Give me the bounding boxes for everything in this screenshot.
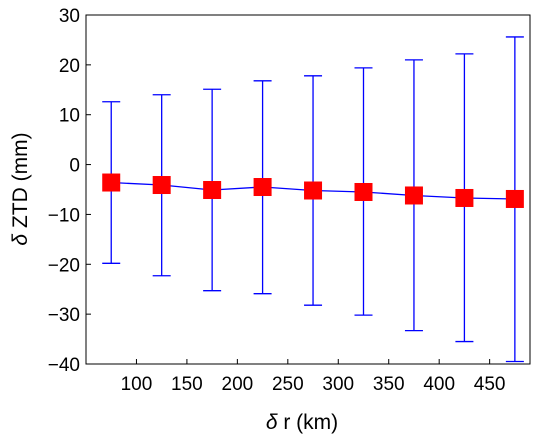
mean-marker — [102, 173, 121, 192]
y-tick-label: −20 — [48, 255, 80, 276]
y-tick-label: −40 — [48, 355, 80, 376]
y-axis-ticks: −40 −30 −20 −10 0 10 20 30 — [48, 6, 91, 376]
mean-marker — [354, 182, 373, 201]
y-axis-label-symbol: δ — [9, 234, 32, 246]
y-tick-label: 20 — [59, 56, 80, 77]
mean-marker — [203, 180, 222, 199]
x-tick-label: 450 — [474, 374, 506, 395]
y-tick-label: −10 — [48, 205, 80, 226]
mean-marker — [304, 181, 323, 200]
x-axis-label-text: r (km) — [278, 411, 339, 434]
y-axis-label: δ ZTD (mm) — [9, 132, 32, 245]
x-axis-label: δ r (km) — [266, 411, 338, 434]
mean-marker — [253, 178, 272, 197]
mean-marker — [455, 188, 474, 207]
y-tick-label: 0 — [69, 156, 80, 177]
mean-marker — [404, 186, 423, 205]
y-axis-label-text: ZTD (mm) — [9, 132, 32, 233]
y-tick-label: −30 — [48, 305, 80, 326]
x-tick-label: 200 — [222, 374, 254, 395]
x-tick-label: 100 — [121, 374, 153, 395]
x-tick-label: 350 — [373, 374, 405, 395]
x-tick-label: 400 — [423, 374, 455, 395]
plot-area-frame — [85, 14, 531, 365]
x-tick-label: 250 — [272, 374, 304, 395]
x-tick-label: 300 — [322, 374, 354, 395]
x-axis-label-symbol: δ — [266, 411, 278, 434]
y-tick-label: 30 — [59, 6, 80, 27]
y-tick-label: 10 — [59, 106, 80, 127]
x-tick-label: 150 — [171, 374, 203, 395]
mean-markers — [102, 173, 524, 208]
mean-marker — [152, 176, 171, 195]
x-axis-ticks: 100 150 200 250 300 350 400 450 — [121, 359, 506, 395]
mean-marker — [505, 189, 524, 208]
